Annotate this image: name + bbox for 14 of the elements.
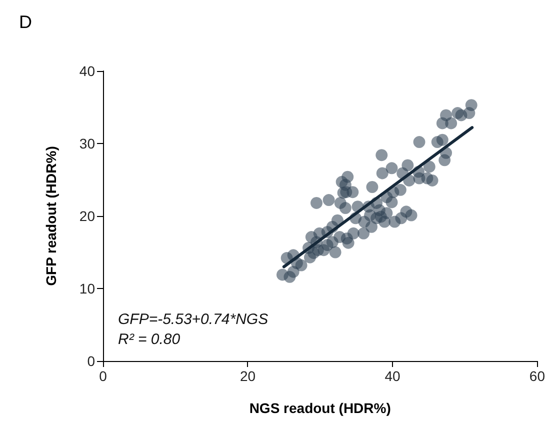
y-tick-label: 20 bbox=[79, 208, 96, 224]
chart-title: D bbox=[19, 12, 32, 32]
x-tick-label: 60 bbox=[529, 368, 546, 384]
x-tick-label: 0 bbox=[99, 368, 108, 384]
y-tick-label: 10 bbox=[79, 280, 96, 296]
x-tick-label: 20 bbox=[240, 368, 256, 384]
annotation: R² = 0.80 bbox=[118, 331, 181, 348]
x-tick-label: 40 bbox=[384, 368, 400, 384]
y-axis-title: GFP readout (HDR%) bbox=[43, 146, 59, 286]
x-axis-title: NGS readout (HDR%) bbox=[249, 400, 391, 416]
y-tick-label: 0 bbox=[87, 353, 96, 369]
annotation: GFP=-5.53+0.74*NGS bbox=[118, 311, 268, 328]
y-tick-label: 30 bbox=[79, 136, 96, 152]
y-tick-label: 40 bbox=[79, 63, 96, 79]
